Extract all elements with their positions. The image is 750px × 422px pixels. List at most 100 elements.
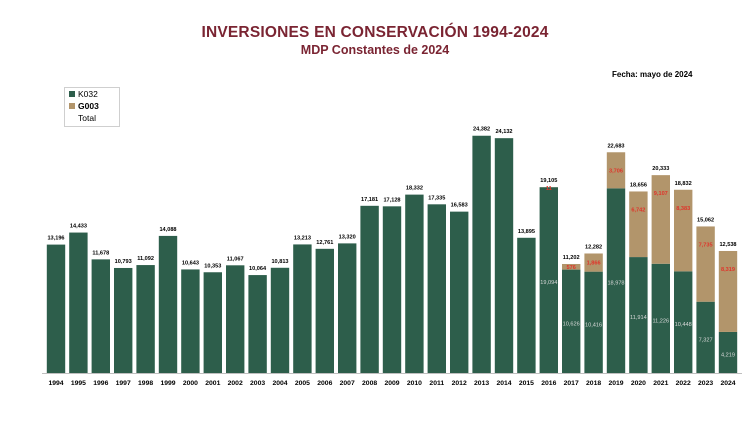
- x-tick-label-2022: 2022: [676, 380, 691, 387]
- total-label-2005: 13,213: [294, 235, 311, 241]
- total-label-1996: 11,678: [92, 250, 109, 256]
- x-tick-label-2016: 2016: [541, 380, 556, 387]
- bar-k032-2000: [181, 269, 200, 373]
- g003-label-2022: 8,383: [676, 206, 690, 212]
- bar-k032-2011: [427, 204, 446, 373]
- legend-swatch-g003: [69, 103, 75, 109]
- x-tick-label-2019: 2019: [608, 380, 623, 387]
- total-label-1995: 14,433: [70, 224, 87, 230]
- total-label-2022: 18,832: [675, 181, 692, 187]
- total-label-2004: 10,813: [271, 259, 288, 265]
- k032-label-2019: 18,978: [607, 281, 624, 287]
- k032-label-2017: 10,626: [563, 321, 580, 327]
- x-tick-label-2020: 2020: [631, 380, 646, 387]
- bar-g003-2024: [718, 250, 738, 332]
- k032-label-2022: 10,448: [675, 322, 692, 328]
- bar-k032-2008: [360, 205, 379, 373]
- x-tick-label-2023: 2023: [698, 380, 713, 387]
- g003-label-2016: 11: [546, 186, 552, 192]
- bar-k032-2015: [517, 237, 536, 373]
- total-label-2001: 10,353: [204, 263, 221, 269]
- bar-g003-2020: [629, 191, 648, 258]
- x-tick-label-1994: 1994: [48, 380, 63, 387]
- bar-k032-1999: [158, 235, 178, 373]
- bar-k032-2017: [562, 269, 581, 373]
- bar-k032-1994: [46, 244, 66, 373]
- g003-label-2024: 8,319: [721, 267, 735, 273]
- x-tick-label-2003: 2003: [250, 380, 265, 387]
- x-tick-label-2021: 2021: [653, 380, 668, 387]
- k032-label-2016: 19,094: [540, 280, 557, 286]
- bar-k032-2006: [315, 248, 334, 373]
- total-label-2007: 13,320: [339, 234, 356, 240]
- x-tick-label-2005: 2005: [295, 380, 310, 387]
- bar-k032-2020: [629, 257, 648, 373]
- g003-label-2018: 1,866: [587, 261, 601, 267]
- x-tick-label-2018: 2018: [586, 380, 601, 387]
- bar-g003-2018: [584, 253, 603, 272]
- bar-k032-1996: [91, 259, 110, 373]
- bar-k032-2024: [718, 331, 738, 373]
- x-tick-label-2017: 2017: [564, 380, 579, 387]
- total-label-2015: 13,895: [518, 229, 535, 235]
- x-tick-label-1996: 1996: [93, 380, 108, 387]
- x-tick-label-2004: 2004: [272, 380, 287, 387]
- x-tick-label-2024: 2024: [720, 380, 735, 387]
- bar-k032-1998: [136, 265, 155, 373]
- legend: K032 G003 Total: [64, 87, 120, 127]
- legend-item-g003: G003: [69, 101, 99, 112]
- bar-k032-2009: [382, 206, 402, 373]
- x-tick-label-1999: 1999: [160, 380, 175, 387]
- bar-g003-2021: [651, 175, 670, 264]
- bar-k032-2022: [674, 271, 693, 373]
- bar-g003-2019: [606, 152, 626, 189]
- legend-swatch-k032: [69, 91, 75, 97]
- total-label-2000: 10,643: [182, 260, 199, 266]
- x-tick-label-2011: 2011: [429, 380, 444, 387]
- total-label-2014: 24,132: [495, 129, 512, 135]
- x-tick-label-2014: 2014: [496, 380, 511, 387]
- x-tick-label-1998: 1998: [138, 380, 153, 387]
- legend-item-k032: K032: [69, 89, 98, 100]
- bar-k032-2010: [405, 194, 424, 373]
- x-tick-label-2007: 2007: [340, 380, 355, 387]
- bar-k032-2012: [450, 211, 469, 373]
- x-tick-label-2013: 2013: [474, 380, 489, 387]
- bar-k032-2019: [606, 188, 626, 373]
- total-label-2003: 10,064: [249, 266, 267, 272]
- total-label-2011: 17,335: [428, 195, 445, 201]
- k032-label-2021: 11,226: [652, 318, 669, 324]
- chart-title: INVERSIONES EN CONSERVACIÓN 1994-2024: [201, 24, 549, 41]
- chart-subtitle: MDP Constantes de 2024: [300, 43, 450, 57]
- total-label-1998: 11,092: [137, 256, 154, 262]
- bar-k032-2021: [651, 263, 670, 373]
- x-tick-label-2008: 2008: [362, 380, 377, 387]
- bar-k032-1997: [114, 267, 133, 373]
- total-label-2017: 11,202: [563, 255, 580, 261]
- total-label-2023: 15,062: [697, 217, 714, 223]
- x-tick-label-1995: 1995: [71, 380, 86, 387]
- g003-label-2021: 9,107: [654, 191, 668, 197]
- date-note: Fecha: mayo de 2024: [612, 70, 693, 79]
- bar-k032-2013: [472, 135, 491, 373]
- bar-k032-2004: [270, 267, 290, 373]
- x-tick-label-2012: 2012: [452, 380, 467, 387]
- total-label-2020: 18,656: [630, 182, 647, 188]
- total-label-2019: 22,683: [607, 143, 624, 149]
- x-tick-label-2000: 2000: [183, 380, 198, 387]
- bar-k032-1995: [69, 232, 88, 373]
- legend-label-g003: G003: [78, 101, 99, 111]
- x-tick-label-2015: 2015: [519, 380, 534, 387]
- bar-g003-2017: [562, 263, 581, 270]
- g003-label-2019: 3,706: [609, 168, 623, 174]
- bar-k032-2023: [696, 301, 715, 373]
- total-label-2012: 16,583: [451, 203, 468, 209]
- total-label-2016: 19,105: [540, 178, 557, 184]
- g003-label-2017: 576: [567, 265, 576, 271]
- bar-k032-2007: [338, 243, 357, 373]
- total-label-2021: 20,333: [652, 166, 669, 172]
- k032-label-2018: 10,416: [585, 322, 602, 328]
- total-label-1994: 13,196: [47, 236, 64, 242]
- x-tick-label-2001: 2001: [205, 380, 220, 387]
